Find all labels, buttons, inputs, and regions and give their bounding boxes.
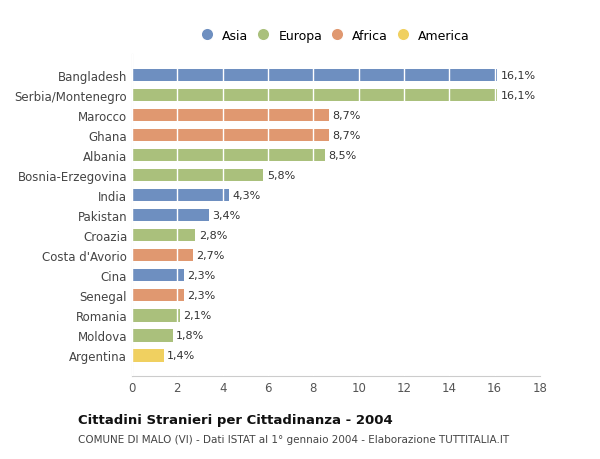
Bar xyxy=(132,90,497,102)
Bar xyxy=(132,150,325,162)
Text: 2,3%: 2,3% xyxy=(188,291,216,301)
Bar xyxy=(132,290,184,302)
Text: Cittadini Stranieri per Cittadinanza - 2004: Cittadini Stranieri per Cittadinanza - 2… xyxy=(78,413,393,426)
Text: 4,3%: 4,3% xyxy=(233,191,261,201)
Bar xyxy=(132,269,184,282)
Bar xyxy=(132,110,329,122)
Bar xyxy=(132,70,497,82)
Text: 8,7%: 8,7% xyxy=(332,111,361,121)
Bar xyxy=(132,169,263,182)
Bar xyxy=(132,309,179,322)
Text: 8,7%: 8,7% xyxy=(332,131,361,141)
Text: 16,1%: 16,1% xyxy=(500,91,535,101)
Text: 8,5%: 8,5% xyxy=(328,151,356,161)
Text: 2,7%: 2,7% xyxy=(197,251,225,261)
Text: 5,8%: 5,8% xyxy=(267,171,295,181)
Bar xyxy=(132,230,196,242)
Text: 2,1%: 2,1% xyxy=(183,311,211,321)
Bar xyxy=(132,349,164,362)
Text: 3,4%: 3,4% xyxy=(212,211,241,221)
Text: 16,1%: 16,1% xyxy=(500,71,535,81)
Bar xyxy=(132,210,209,222)
Bar xyxy=(132,250,193,262)
Bar xyxy=(132,330,173,342)
Text: 1,4%: 1,4% xyxy=(167,351,196,361)
Text: 2,3%: 2,3% xyxy=(188,271,216,280)
Bar xyxy=(132,129,329,142)
Text: COMUNE DI MALO (VI) - Dati ISTAT al 1° gennaio 2004 - Elaborazione TUTTITALIA.IT: COMUNE DI MALO (VI) - Dati ISTAT al 1° g… xyxy=(78,434,509,444)
Text: 1,8%: 1,8% xyxy=(176,330,205,341)
Legend: Asia, Europa, Africa, America: Asia, Europa, Africa, America xyxy=(199,26,473,46)
Bar xyxy=(132,190,229,202)
Text: 2,8%: 2,8% xyxy=(199,231,227,241)
